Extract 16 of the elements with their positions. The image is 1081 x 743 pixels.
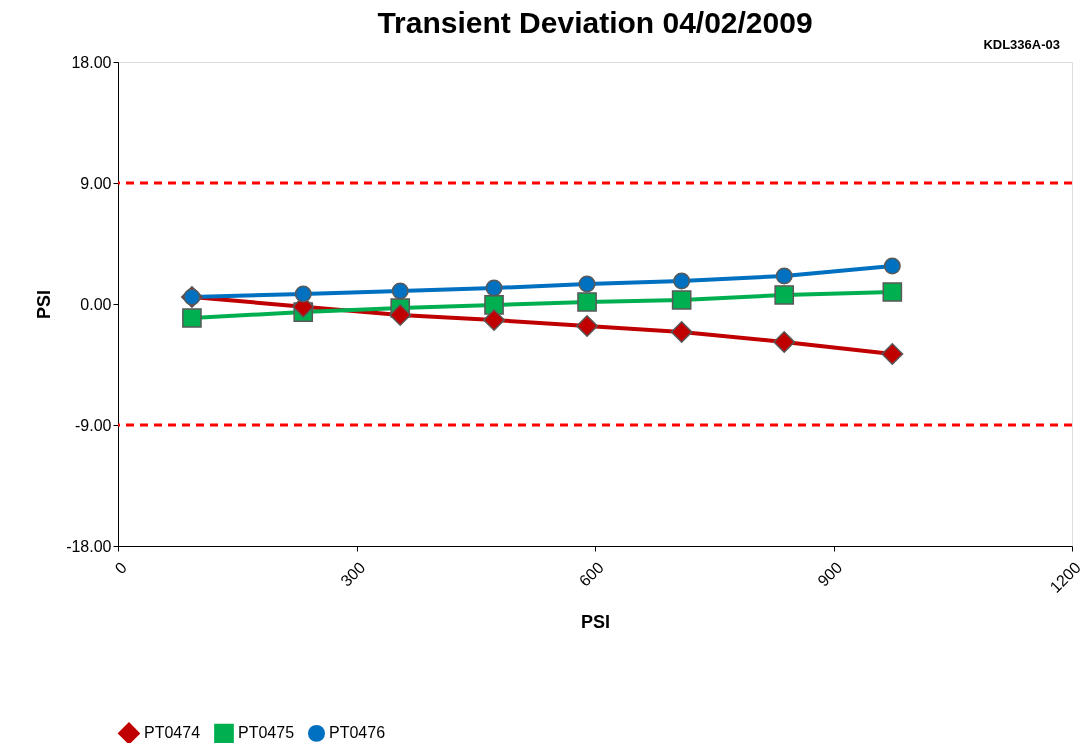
x-tick-label: 900 [814,558,846,590]
legend-label: PT0476 [329,724,386,742]
chart-title: Transient Deviation 04/02/2009 [377,6,813,39]
x-tick-label: 0 [111,558,130,578]
y-tick-label: 0.00 [80,295,112,313]
y-tick-label: -18.00 [66,537,112,555]
text: KDL336A-03 [983,37,1060,52]
y-axis-title: PSI [34,289,55,320]
x-axis-title: PSI [580,611,611,632]
y-tick-label: 9.00 [80,174,112,192]
legend-label: PT0475 [238,724,295,742]
y-tick-label: -9.00 [75,416,112,434]
y-tick-label: 18.00 [71,53,112,71]
legend-label: PT0474 [144,724,201,742]
x-tick-label: 300 [337,558,369,590]
x-tick-label: 600 [575,558,607,590]
